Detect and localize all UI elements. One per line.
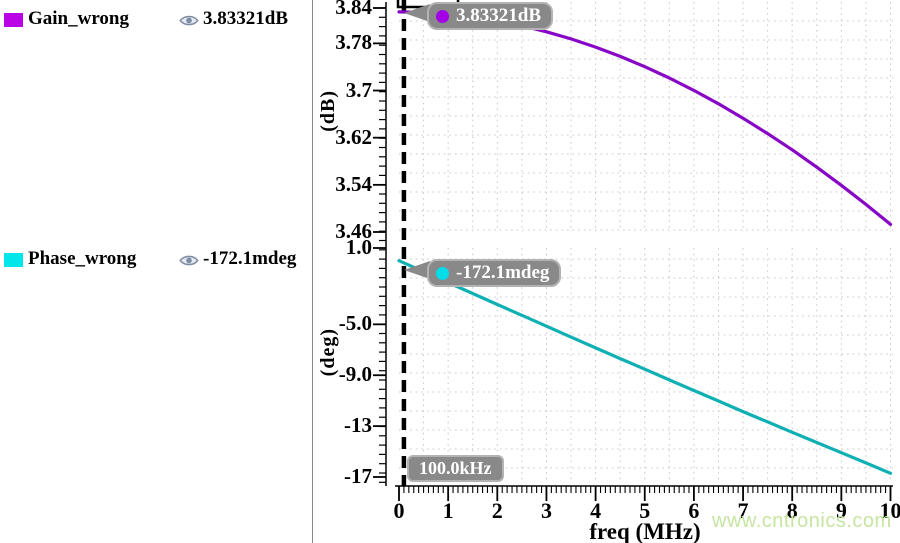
xtick-label: 9 <box>835 498 847 523</box>
xtick-label: 8 <box>786 498 798 523</box>
phase-marker-dot <box>436 266 449 280</box>
phase-curve <box>397 259 893 475</box>
ytick-label: 3.54 <box>335 171 372 196</box>
ytick-label: 3.46 <box>335 218 372 243</box>
eye-icon[interactable] <box>179 253 199 268</box>
watermark: www.cntronics.com <box>712 510 892 532</box>
phase-marker-pointer <box>404 261 430 279</box>
phase-marker-value: -172.1mdeg <box>203 248 297 269</box>
xtick-label: 7 <box>737 498 749 523</box>
phase-trace-label: Phase_wrong <box>28 248 137 269</box>
ytick-label: -13 <box>344 413 372 438</box>
gain-marker-tooltip[interactable]: 3.83321dB <box>427 2 553 30</box>
cursor-frequency-readout[interactable]: 100.0kHz <box>407 455 504 482</box>
xtick-label: 4 <box>590 498 602 523</box>
legend-panel: Gain_wrong 3.83321dB Phase_wrong -172.1m… <box>0 0 312 543</box>
gain-trace-label: Gain_wrong <box>28 8 130 29</box>
gain-marker-pointer <box>404 4 430 22</box>
xtick-label: 3 <box>540 498 552 523</box>
freq-axis-label: freq (MHz) <box>589 519 701 543</box>
ytick-label: 3.78 <box>335 30 372 55</box>
phase-trace-swatch <box>4 253 23 267</box>
phase-marker-readout: -172.1mdeg <box>456 262 550 283</box>
gain-trace-swatch <box>4 13 23 27</box>
ytick-label: 3.62 <box>335 124 372 149</box>
xtick-label: 1 <box>442 498 454 523</box>
xtick-label: 5 <box>639 498 651 523</box>
ytick-label: -9.0 <box>338 362 372 387</box>
xtick-label: 10 <box>879 498 900 523</box>
xtick-label: 6 <box>688 498 700 523</box>
xtick-label: 0 <box>393 498 405 523</box>
ytick-label: 1.0 <box>345 235 372 259</box>
phase-marker-tooltip[interactable]: -172.1mdeg <box>427 259 562 287</box>
xtick-label: 2 <box>491 498 503 523</box>
legend-item-phase[interactable]: Phase_wrong -172.1mdeg <box>0 248 310 274</box>
ytick-label: 3.84 <box>335 0 372 19</box>
ytick-label: 3.7 <box>345 77 372 102</box>
gain-marker-value: 3.83321dB <box>203 8 288 29</box>
panel-divider <box>312 0 313 543</box>
gain-marker-dot <box>436 9 449 23</box>
ytick-label: -5.0 <box>338 311 372 336</box>
ytick-label: -17 <box>344 463 372 488</box>
gain-marker-readout: 3.83321dB <box>456 5 541 26</box>
eye-icon[interactable] <box>179 13 199 28</box>
legend-item-gain[interactable]: Gain_wrong 3.83321dB <box>0 8 310 34</box>
